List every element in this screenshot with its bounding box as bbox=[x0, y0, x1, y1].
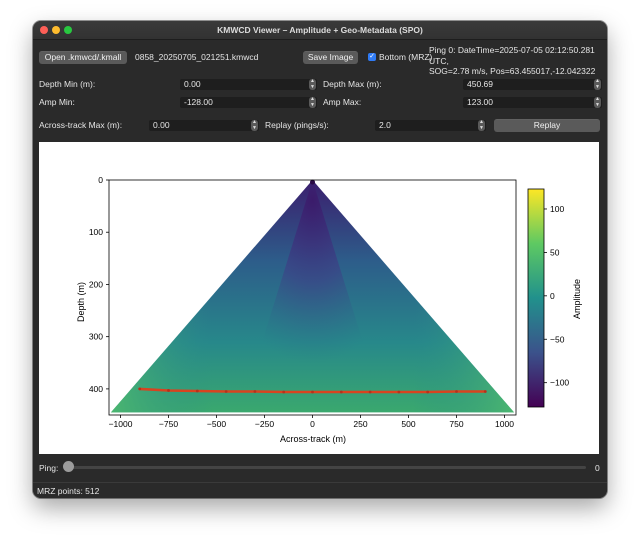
x-tick-label: 0 bbox=[310, 419, 315, 429]
colorbar bbox=[527, 188, 545, 408]
x-tick-label: 750 bbox=[449, 419, 463, 429]
x-tick-label: −750 bbox=[159, 419, 178, 429]
x-tick-label: 500 bbox=[401, 419, 415, 429]
x-axis-label: Across-track (m) bbox=[280, 434, 346, 444]
depth-min-stepper-icon[interactable]: ▲ ▼ bbox=[309, 78, 316, 90]
ping-slider-handle[interactable] bbox=[63, 461, 74, 472]
x-tick-label: −500 bbox=[207, 419, 226, 429]
across-track-max-stepper-icon[interactable]: ▲ ▼ bbox=[251, 119, 258, 131]
x-tick-label: −1000 bbox=[109, 419, 133, 429]
colorbar-tick-label: 50 bbox=[550, 247, 560, 257]
plot-canvas: −1000 −750 −500 −250 0 250 500 750 1000 0 100 200 30… bbox=[39, 142, 599, 454]
bottom-detection-point bbox=[426, 390, 430, 394]
amp-max-stepper-icon[interactable]: ▲ ▼ bbox=[594, 96, 601, 108]
bottom-detection-point bbox=[224, 390, 228, 393]
ping-info: Ping 0: DateTime=2025-07-05 02:12:50.281… bbox=[429, 45, 605, 77]
maximize-window-icon[interactable] bbox=[64, 26, 72, 34]
amp-min-label: Amp Min: bbox=[39, 97, 75, 107]
bottom-detection-point bbox=[195, 389, 199, 393]
title-bar: KMWCD Viewer – Amplitude + Geo-Metadata … bbox=[33, 21, 607, 40]
colorbar-tick-label: 0 bbox=[550, 291, 555, 301]
depth-max-value: 450.69 bbox=[467, 79, 493, 89]
window-title: KMWCD Viewer – Amplitude + Geo-Metadata … bbox=[217, 25, 423, 35]
colorbar-tick-label: −50 bbox=[550, 334, 565, 344]
ping-slider-track[interactable] bbox=[67, 466, 586, 469]
depth-min-label: Depth Min (m): bbox=[39, 79, 96, 89]
bottom-detection-point bbox=[253, 390, 257, 393]
bottom-detection-point bbox=[397, 390, 401, 394]
y-tick-label: 200 bbox=[89, 279, 103, 289]
save-image-button[interactable]: Save Image bbox=[303, 51, 358, 64]
y-tick-label: 0 bbox=[98, 175, 103, 185]
replay-button[interactable]: Replay bbox=[494, 119, 600, 132]
ping-info-line2: SOG=2.78 m/s, Pos=63.455017,-12.042322 bbox=[429, 66, 596, 76]
y-tick-label: 100 bbox=[89, 227, 103, 237]
colorbar-tick-label: 100 bbox=[550, 204, 564, 214]
bottom-detection-point bbox=[311, 390, 314, 394]
amp-min-input[interactable]: -128.00 ▲ ▼ bbox=[180, 96, 317, 108]
open-file-button[interactable]: Open .kmwcd/.kmall bbox=[39, 51, 127, 64]
ping-slider-label: Ping: bbox=[39, 463, 59, 473]
ping-info-line1: Ping 0: DateTime=2025-07-05 02:12:50.281… bbox=[429, 45, 595, 66]
bottom-detection-point bbox=[368, 390, 372, 394]
across-track-max-input[interactable]: 0.00 ▲ ▼ bbox=[149, 119, 259, 131]
replay-rate-value: 2.0 bbox=[379, 120, 391, 130]
amp-max-label: Amp Max: bbox=[323, 97, 362, 107]
close-window-icon[interactable] bbox=[40, 26, 48, 34]
amp-max-value: 123.00 bbox=[467, 97, 493, 107]
x-tick-label: −250 bbox=[255, 419, 274, 429]
bottom-mrz-checkbox[interactable]: ✓ bbox=[368, 53, 376, 61]
y-axis-label: Depth (m) bbox=[76, 282, 86, 322]
filename-label: 0858_20250705_021251.kmwcd bbox=[135, 52, 259, 62]
status-text: MRZ points: 512 bbox=[37, 486, 100, 496]
colorbar-tick-label: −100 bbox=[550, 378, 569, 388]
across-track-max-label: Across-track Max (m): bbox=[39, 120, 123, 130]
bottom-mrz-label: Bottom (MRZ) bbox=[379, 52, 433, 62]
colorbar-label: Amplitude bbox=[572, 279, 582, 319]
y-tick-label: 300 bbox=[89, 332, 103, 342]
y-tick-label: 400 bbox=[89, 384, 103, 394]
depth-max-stepper-icon[interactable]: ▲ ▼ bbox=[594, 78, 601, 90]
depth-min-input[interactable]: 0.00 ▲ ▼ bbox=[180, 78, 317, 90]
bottom-detection-point bbox=[455, 390, 458, 393]
amp-max-input[interactable]: 123.00 ▲ ▼ bbox=[463, 96, 602, 108]
bottom-detection-point bbox=[339, 390, 343, 394]
depth-min-value: 0.00 bbox=[184, 79, 201, 89]
ping-slider-value: 0 bbox=[595, 463, 600, 473]
amp-min-value: -128.00 bbox=[184, 97, 213, 107]
amp-min-stepper-icon[interactable]: ▲ ▼ bbox=[309, 96, 316, 108]
minimize-window-icon[interactable] bbox=[52, 26, 60, 34]
bottom-detection-point bbox=[282, 390, 286, 394]
water-column-fan-core bbox=[249, 180, 376, 384]
replay-rate-label: Replay (pings/s): bbox=[265, 120, 329, 130]
water-column-chart: −1000 −750 −500 −250 0 250 500 750 1000010020030… bbox=[76, 175, 582, 444]
fan-apex-marker bbox=[310, 179, 315, 185]
depth-max-label: Depth Max (m): bbox=[323, 79, 382, 89]
x-tick-label: 1000 bbox=[495, 419, 514, 429]
replay-rate-stepper-icon[interactable]: ▲ ▼ bbox=[478, 119, 485, 131]
bottom-detection-point bbox=[167, 389, 170, 392]
bottom-detection-point bbox=[138, 387, 142, 391]
bottom-detection-point bbox=[483, 390, 487, 393]
status-bar: MRZ points: 512 bbox=[33, 482, 607, 498]
depth-max-input[interactable]: 450.69 ▲ ▼ bbox=[463, 78, 602, 90]
x-tick-label: 250 bbox=[353, 419, 367, 429]
app-window: KMWCD Viewer – Amplitude + Geo-Metadata … bbox=[33, 21, 607, 498]
across-track-max-value: 0.00 bbox=[153, 120, 170, 130]
replay-rate-input[interactable]: 2.0 ▲ ▼ bbox=[375, 119, 486, 131]
